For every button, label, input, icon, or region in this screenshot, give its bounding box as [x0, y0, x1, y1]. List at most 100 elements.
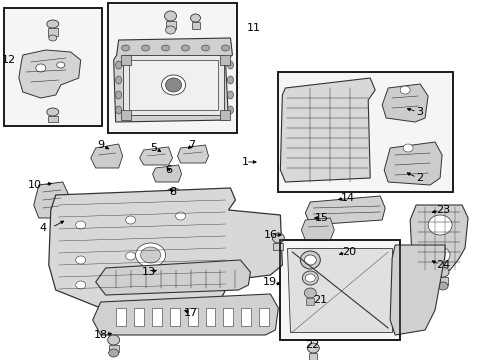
Bar — [48, 116, 58, 122]
Polygon shape — [280, 78, 374, 182]
Bar — [116, 308, 125, 326]
Bar — [48, 28, 58, 36]
Ellipse shape — [227, 106, 233, 114]
Text: 17: 17 — [183, 308, 197, 318]
Text: 14: 14 — [341, 193, 355, 203]
Ellipse shape — [108, 349, 119, 357]
Ellipse shape — [122, 45, 129, 51]
Text: 8: 8 — [169, 187, 176, 197]
Ellipse shape — [47, 20, 59, 28]
Text: 1: 1 — [242, 157, 248, 167]
Text: 2: 2 — [416, 173, 423, 183]
Polygon shape — [93, 294, 278, 335]
Bar — [280, 240, 399, 340]
Bar — [437, 277, 447, 285]
Polygon shape — [49, 188, 282, 310]
Ellipse shape — [227, 91, 233, 99]
Bar — [278, 72, 452, 192]
Text: 18: 18 — [93, 330, 107, 340]
Bar — [273, 243, 283, 250]
Ellipse shape — [302, 271, 318, 285]
Ellipse shape — [165, 188, 181, 202]
Ellipse shape — [116, 106, 122, 114]
Ellipse shape — [125, 216, 135, 224]
Bar — [241, 308, 251, 326]
Ellipse shape — [181, 45, 189, 51]
Bar — [309, 353, 317, 360]
Bar — [121, 55, 130, 65]
Ellipse shape — [107, 335, 120, 345]
Ellipse shape — [175, 212, 185, 220]
Bar — [220, 55, 230, 65]
Ellipse shape — [429, 247, 449, 263]
Ellipse shape — [436, 267, 448, 277]
Ellipse shape — [162, 199, 168, 205]
Bar — [305, 298, 314, 305]
Ellipse shape — [272, 233, 284, 243]
Polygon shape — [34, 182, 69, 218]
Bar — [4, 8, 102, 126]
Bar — [169, 308, 179, 326]
Polygon shape — [389, 245, 444, 335]
Ellipse shape — [165, 78, 181, 92]
Text: 15: 15 — [315, 213, 328, 223]
Text: 10: 10 — [28, 180, 41, 190]
Text: 3: 3 — [416, 107, 423, 117]
Ellipse shape — [437, 282, 447, 290]
Ellipse shape — [76, 281, 85, 289]
Text: 20: 20 — [342, 247, 356, 257]
Ellipse shape — [76, 221, 85, 229]
Text: 11: 11 — [246, 23, 260, 33]
Polygon shape — [305, 196, 385, 225]
Ellipse shape — [399, 86, 409, 94]
Ellipse shape — [305, 274, 315, 282]
Ellipse shape — [141, 247, 160, 263]
Bar — [187, 308, 197, 326]
Ellipse shape — [57, 62, 64, 68]
Bar — [4, 8, 102, 126]
Bar — [165, 21, 175, 29]
Ellipse shape — [427, 215, 451, 235]
Polygon shape — [382, 84, 427, 122]
Polygon shape — [152, 165, 181, 182]
Bar — [107, 3, 237, 133]
Bar — [280, 240, 399, 340]
Bar — [128, 60, 218, 110]
Text: 23: 23 — [435, 205, 449, 215]
Ellipse shape — [116, 76, 122, 84]
Ellipse shape — [161, 75, 185, 95]
Bar — [223, 308, 233, 326]
Text: 6: 6 — [165, 165, 172, 175]
Polygon shape — [384, 142, 441, 185]
Ellipse shape — [201, 45, 209, 51]
Text: 13: 13 — [142, 267, 155, 277]
Ellipse shape — [125, 276, 135, 284]
Ellipse shape — [227, 76, 233, 84]
Ellipse shape — [142, 45, 149, 51]
Text: 22: 22 — [305, 340, 319, 350]
Ellipse shape — [300, 251, 320, 269]
Text: 12: 12 — [2, 55, 16, 65]
Ellipse shape — [304, 288, 316, 298]
Ellipse shape — [221, 45, 229, 51]
Polygon shape — [287, 248, 391, 332]
Text: 5: 5 — [150, 143, 157, 153]
Bar — [191, 22, 199, 29]
Ellipse shape — [304, 255, 316, 265]
Bar — [121, 110, 130, 120]
Polygon shape — [140, 147, 172, 165]
Polygon shape — [19, 50, 81, 98]
Text: 19: 19 — [263, 277, 277, 287]
Polygon shape — [113, 38, 232, 122]
Ellipse shape — [402, 144, 412, 152]
Ellipse shape — [190, 14, 200, 22]
Ellipse shape — [76, 256, 85, 264]
Bar — [151, 308, 161, 326]
Ellipse shape — [47, 108, 59, 116]
Bar — [133, 308, 143, 326]
Ellipse shape — [161, 45, 169, 51]
Text: 21: 21 — [313, 295, 326, 305]
Polygon shape — [177, 145, 208, 163]
Bar — [122, 55, 224, 115]
Polygon shape — [90, 144, 122, 168]
